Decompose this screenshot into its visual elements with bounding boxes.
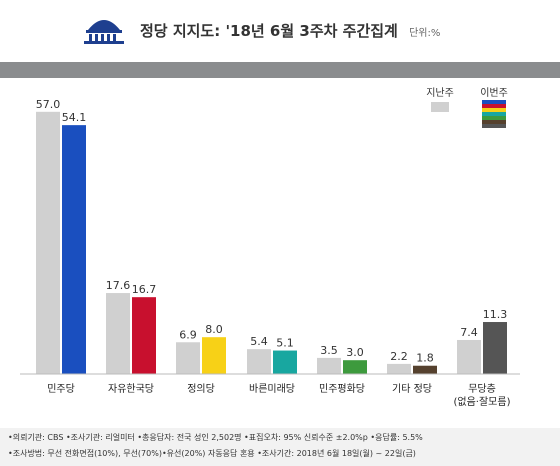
legend-current-stripe-1 <box>482 104 506 108</box>
legend-previous-swatch <box>431 102 449 112</box>
title-text: 정당 지지도: '18년 6월 3주차 주간집계 <box>140 22 398 40</box>
value-label-previous-5: 2.2 <box>390 350 408 363</box>
bars-group: 57.054.1 민주당 17.6 16.7 자유한국당 6.9 8.0 정의당 5.4 5.1 바… <box>20 98 520 408</box>
bar-chart: 57.054.1 민주당 17.6 16.7 자유한국당 6.9 8.0 정의당 5.4 5.1 바… <box>20 87 520 408</box>
bar-current-3 <box>273 350 297 374</box>
legend-current-stripe-2 <box>482 108 506 112</box>
value-label-current-3: 5.1 <box>276 337 294 350</box>
header: 정당 지지도: '18년 6월 3주차 주간집계 단위:% <box>0 0 560 62</box>
bar-previous-5 <box>387 363 411 374</box>
bar-previous-4 <box>317 357 341 374</box>
legend-current-label: 이번주 <box>480 87 508 99</box>
value-label-previous-2: 6.9 <box>179 328 197 341</box>
bar-current-6 <box>483 322 507 374</box>
legend-current-swatch <box>482 100 506 128</box>
category-label-6: 무당층 <box>468 383 496 395</box>
header-band <box>0 62 560 78</box>
legend-current-stripe-4 <box>482 116 506 120</box>
bar-previous-6 <box>457 339 481 374</box>
national-assembly-logo-icon <box>84 20 124 44</box>
bar-current-4 <box>343 360 367 374</box>
bar-previous-2 <box>176 342 200 374</box>
legend-current-stripe-5 <box>482 120 506 124</box>
value-label-current-6: 11.3 <box>483 308 508 321</box>
bar-previous-1 <box>106 293 130 374</box>
footer-line-1: •의뢰기관: CBS •조사기관: 리얼미터 •총응답자: 전국 성인 2,50… <box>8 433 423 442</box>
bar-previous-0 <box>36 111 60 375</box>
legend-current-stripe-3 <box>482 112 506 116</box>
value-label-current-4: 3.0 <box>346 346 364 359</box>
value-label-current-5: 1.8 <box>416 352 434 365</box>
value-label-previous-1: 17.6 <box>106 279 131 292</box>
bar-previous-3 <box>247 349 271 374</box>
footer-line-2: •조사방법: 무선 전화면접(10%), 무선(70%)•유선(20%) 자동응… <box>8 449 416 458</box>
value-label-previous-3: 5.4 <box>250 335 268 348</box>
legend: 지난주 이번주 <box>426 87 508 128</box>
bar-current-0 <box>62 125 86 374</box>
bar-current-2 <box>202 337 226 374</box>
category-label-3: 바른미래당 <box>249 383 295 395</box>
value-label-previous-0: 57.0 <box>36 98 61 111</box>
bar-current-1 <box>132 297 156 374</box>
category-label-2: 정의당 <box>187 383 215 395</box>
category-label-0: 민주당 <box>47 383 75 395</box>
category-label-5: 기타 정당 <box>392 383 432 395</box>
unit-label: 단위:% <box>409 28 441 39</box>
legend-current-stripe-0 <box>482 100 506 104</box>
chart-title: 정당 지지도: '18년 6월 3주차 주간집계 단위:% <box>140 20 440 41</box>
category-label-1: 자유한국당 <box>108 383 154 395</box>
value-label-current-1: 16.7 <box>132 283 157 296</box>
value-label-previous-4: 3.5 <box>320 344 338 357</box>
footer: •의뢰기관: CBS •조사기관: 리얼미터 •총응답자: 전국 성인 2,50… <box>0 428 560 466</box>
value-label-previous-6: 7.4 <box>460 326 478 339</box>
legend-current-stripe-6 <box>482 124 506 128</box>
bar-current-5 <box>413 365 437 374</box>
category-label-4: 민주평화당 <box>319 383 365 395</box>
legend-previous-label: 지난주 <box>426 87 454 99</box>
value-label-current-0: 54.1 <box>62 111 87 124</box>
value-label-current-2: 8.0 <box>205 323 223 336</box>
category-sublabel-6: (없음·잘모름) <box>454 395 511 408</box>
